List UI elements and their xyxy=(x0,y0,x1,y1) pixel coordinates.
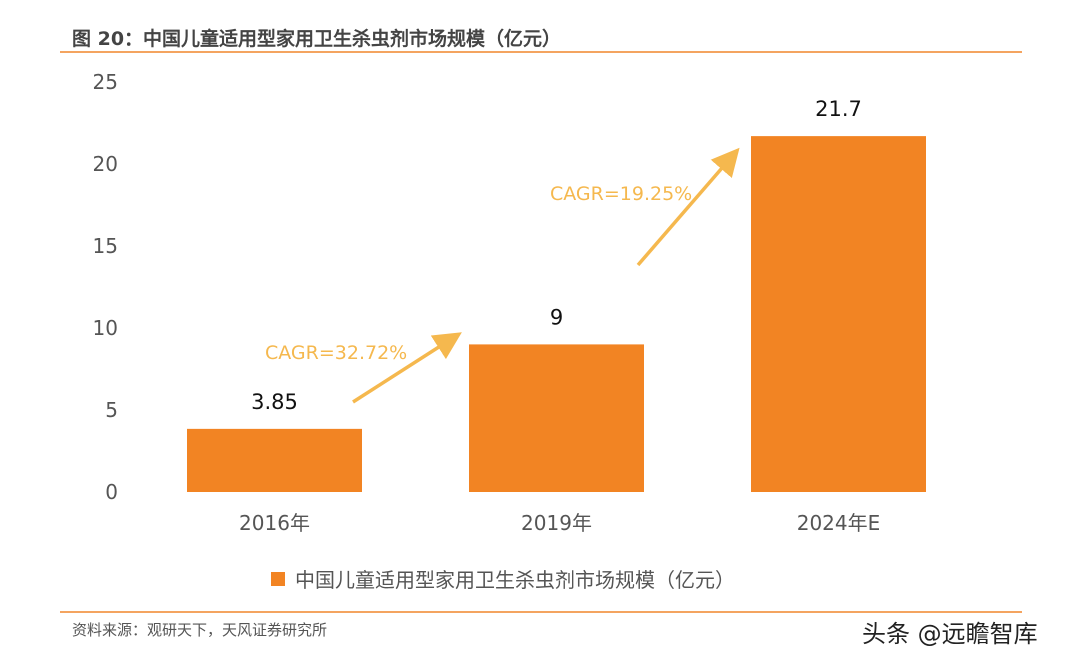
bar-2019年 xyxy=(469,344,644,492)
cagr-label: CAGR=19.25% xyxy=(550,183,692,205)
data-label: 21.7 xyxy=(815,97,862,121)
cagr-arrow xyxy=(352,332,462,404)
figure-title: 图 20：中国儿童适用型家用卫生杀虫剂市场规模（亿元） xyxy=(72,28,562,50)
y-tick-label: 25 xyxy=(93,70,118,94)
data-label: 3.85 xyxy=(251,390,298,414)
y-tick-label: 15 xyxy=(93,234,118,258)
legend: 中国儿童适用型家用卫生杀虫剂市场规模（亿元） xyxy=(271,564,735,593)
bar-2016年 xyxy=(187,428,362,492)
bar-2024年E xyxy=(751,136,926,492)
y-tick-label: 20 xyxy=(93,152,118,176)
source-note: 资料来源：观研天下，天风证券研究所 xyxy=(72,621,328,639)
x-tick-label: 2024年E xyxy=(797,511,881,535)
y-tick-label: 0 xyxy=(105,480,118,504)
watermark: 头条 @远瞻智库 xyxy=(862,620,1038,648)
cagr-label: CAGR=32.72% xyxy=(265,342,407,364)
x-tick-label: 2019年 xyxy=(521,511,592,535)
cagr-arrow xyxy=(636,147,740,267)
legend-label: 中国儿童适用型家用卫生杀虫剂市场规模（亿元） xyxy=(295,568,735,592)
y-tick-label: 10 xyxy=(93,316,118,340)
x-tick-label: 2016年 xyxy=(239,511,310,535)
y-tick-label: 5 xyxy=(105,398,118,422)
legend-swatch xyxy=(271,571,285,586)
data-label: 9 xyxy=(550,305,563,329)
